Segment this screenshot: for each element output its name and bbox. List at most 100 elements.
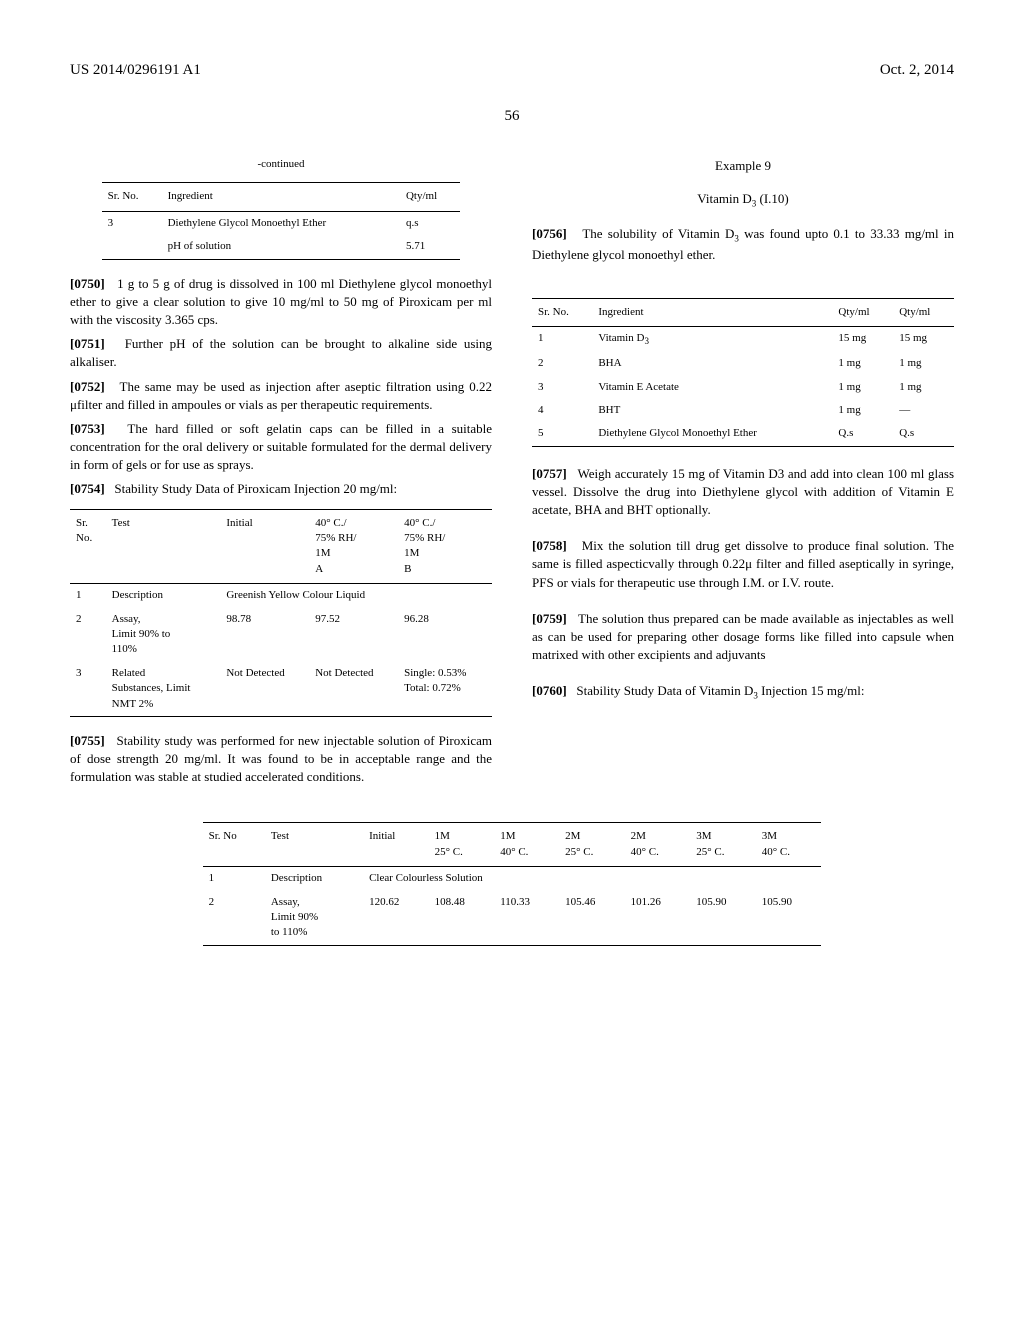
example-title: Example 9 bbox=[532, 157, 954, 175]
para-num: [0760] bbox=[532, 683, 567, 698]
table-cell: 1 mg bbox=[832, 376, 893, 399]
table-header: 1M25° C. bbox=[429, 823, 495, 867]
table-cell: BHA bbox=[592, 352, 832, 375]
para-num: [0754] bbox=[70, 481, 105, 496]
table-header: 3M25° C. bbox=[690, 823, 756, 867]
table-cell: 4 bbox=[532, 399, 592, 422]
table-cell: Description bbox=[106, 584, 221, 608]
table-cell bbox=[102, 235, 162, 259]
para-text: The same may be used as injection after … bbox=[70, 379, 492, 412]
para-text: The hard filled or soft gelatin caps can… bbox=[70, 421, 492, 472]
table-cell: Q.s bbox=[832, 422, 893, 446]
table-cell: 120.62 bbox=[363, 891, 429, 946]
page-number: 56 bbox=[70, 106, 954, 127]
table-cell: 105.46 bbox=[559, 891, 625, 946]
patent-number: US 2014/0296191 A1 bbox=[70, 60, 201, 81]
para-text: The solution thus prepared can be made a… bbox=[532, 611, 954, 662]
paragraph: [0754] Stability Study Data of Piroxicam… bbox=[70, 480, 492, 498]
table-cell: Greenish Yellow Colour Liquid bbox=[220, 584, 492, 608]
paragraph: [0753] The hard filled or soft gelatin c… bbox=[70, 420, 492, 475]
para-text: Mix the solution till drug get dissolve … bbox=[532, 538, 954, 589]
paragraph: [0755] Stability study was performed for… bbox=[70, 732, 492, 787]
patent-date: Oct. 2, 2014 bbox=[880, 60, 954, 81]
page-header: US 2014/0296191 A1 Oct. 2, 2014 bbox=[70, 60, 954, 81]
paragraph: [0756] The solubility of Vitamin D3 was … bbox=[532, 225, 954, 263]
table-cell: Description bbox=[265, 867, 363, 891]
table-header: Sr. No. bbox=[102, 183, 162, 211]
para-num: [0757] bbox=[532, 466, 567, 481]
table-header: Initial bbox=[363, 823, 429, 867]
table-cell: pH of solution bbox=[162, 235, 400, 259]
table-cell: 3 bbox=[532, 376, 592, 399]
table-cell: 98.78 bbox=[220, 608, 309, 662]
table-header: Sr. No bbox=[203, 823, 265, 867]
example-subtitle: Vitamin D3 (I.10) bbox=[532, 190, 954, 210]
table-vitamin-d3-ingredients: Sr. No. Ingredient Qty/ml Qty/ml 1 Vitam… bbox=[532, 298, 954, 447]
para-num: [0756] bbox=[532, 226, 567, 241]
table-header: 40° C./75% RH/1MA bbox=[309, 509, 398, 584]
table-header: Sr.No. bbox=[70, 509, 106, 584]
para-text: 1 g to 5 g of drug is dissolved in 100 m… bbox=[70, 276, 492, 327]
paragraph: [0759] The solution thus prepared can be… bbox=[532, 610, 954, 665]
para-text: Stability study was performed for new in… bbox=[70, 733, 492, 784]
table-cell: Not Detected bbox=[309, 662, 398, 717]
table-header: 3M40° C. bbox=[756, 823, 822, 867]
para-text: Stability Study Data of Piroxicam Inject… bbox=[114, 481, 397, 496]
table-cell: 3 bbox=[70, 662, 106, 717]
table-cell: 3 bbox=[102, 211, 162, 235]
table-cell: Vitamin E Acetate bbox=[592, 376, 832, 399]
para-text: Weigh accurately 15 mg of Vitamin D3 and… bbox=[532, 466, 954, 517]
table-header: Qty/ml bbox=[832, 298, 893, 326]
table-cell: Single: 0.53%Total: 0.72% bbox=[398, 662, 492, 717]
para-num: [0750] bbox=[70, 276, 105, 291]
table-header: Qty/ml bbox=[400, 183, 460, 211]
table-cell: Q.s bbox=[893, 422, 954, 446]
table-header: 40° C./75% RH/1MB bbox=[398, 509, 492, 584]
table-cell: Assay,Limit 90%to 110% bbox=[265, 891, 363, 946]
table-cell: 105.90 bbox=[690, 891, 756, 946]
table-cell: BHT bbox=[592, 399, 832, 422]
para-num: [0752] bbox=[70, 379, 105, 394]
table-cell: Assay,Limit 90% to110% bbox=[106, 608, 221, 662]
table-header: 2M25° C. bbox=[559, 823, 625, 867]
table-cell: 1 bbox=[532, 327, 592, 352]
table-cell: 110.33 bbox=[494, 891, 559, 946]
table-header: 1M40° C. bbox=[494, 823, 559, 867]
table-cell: 2 bbox=[70, 608, 106, 662]
continued-label: -continued bbox=[70, 157, 492, 172]
table-cell: 15 mg bbox=[893, 327, 954, 352]
table-cell: 1 mg bbox=[893, 376, 954, 399]
table-header: Initial bbox=[220, 509, 309, 584]
table-cell: 2 bbox=[203, 891, 265, 946]
table-cell: 96.28 bbox=[398, 608, 492, 662]
table-cell: 101.26 bbox=[625, 891, 691, 946]
paragraph: [0752] The same may be used as injection… bbox=[70, 378, 492, 414]
table-cell: 1 mg bbox=[893, 352, 954, 375]
table-cell: Clear Colourless Solution bbox=[363, 867, 821, 891]
para-num: [0751] bbox=[70, 336, 105, 351]
bottom-table-container: Sr. No Test Initial 1M25° C. 1M40° C. 2M… bbox=[70, 822, 954, 945]
table-stability-vitamin-d3: Sr. No Test Initial 1M25° C. 1M40° C. 2M… bbox=[203, 822, 822, 945]
table-header: Ingredient bbox=[162, 183, 400, 211]
table-cell: 2 bbox=[532, 352, 592, 375]
left-column: -continued Sr. No. Ingredient Qty/ml 3 D… bbox=[70, 157, 492, 792]
para-num: [0758] bbox=[532, 538, 567, 553]
table-cell: 1 mg bbox=[832, 352, 893, 375]
table-cell: 1 bbox=[203, 867, 265, 891]
paragraph: [0751] Further pH of the solution can be… bbox=[70, 335, 492, 371]
table-cell: 5 bbox=[532, 422, 592, 446]
paragraph: [0758] Mix the solution till drug get di… bbox=[532, 537, 954, 592]
table-cell: Diethylene Glycol Monoethyl Ether bbox=[592, 422, 832, 446]
table-header: 2M40° C. bbox=[625, 823, 691, 867]
para-num: [0753] bbox=[70, 421, 105, 436]
table-header: Ingredient bbox=[592, 298, 832, 326]
table-cell: Vitamin D3 bbox=[592, 327, 832, 352]
table-cell: RelatedSubstances, LimitNMT 2% bbox=[106, 662, 221, 717]
table-header: Qty/ml bbox=[893, 298, 954, 326]
right-column: Example 9 Vitamin D3 (I.10) [0756] The s… bbox=[532, 157, 954, 792]
table-cell: q.s bbox=[400, 211, 460, 235]
table-header: Test bbox=[265, 823, 363, 867]
paragraph: [0750] 1 g to 5 g of drug is dissolved i… bbox=[70, 275, 492, 330]
table-header: Sr. No. bbox=[532, 298, 592, 326]
table-cell: Diethylene Glycol Monoethyl Ether bbox=[162, 211, 400, 235]
